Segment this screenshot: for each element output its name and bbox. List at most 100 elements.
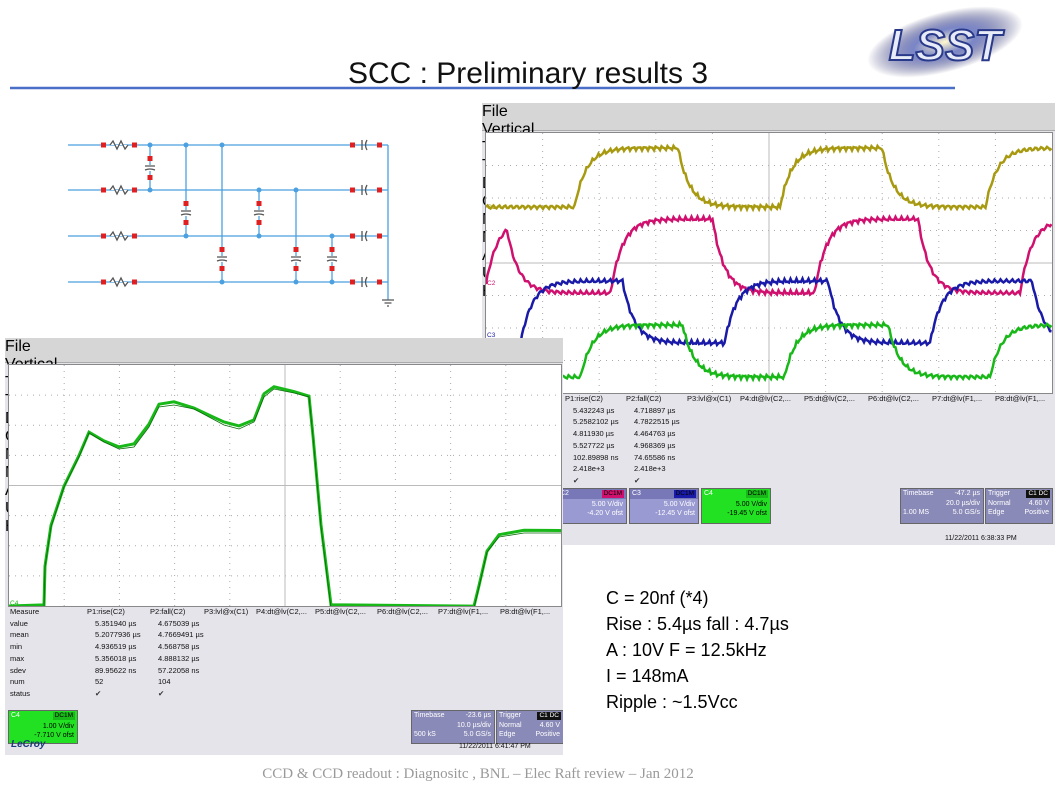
brand-logo: LeCroy [11,739,46,750]
junction [147,142,153,148]
measure-label: num [10,677,25,687]
cap-gap [216,256,228,262]
channel-box[interactable]: C2 DC1M 5.00 V/div -4.20 V ofst [557,488,627,524]
measure-header: P8:dt@lv(F1,... [500,607,551,616]
timebase-box[interactable]: Timebase -23.6 µs 10.0 µs/div 500 kS 5.0 GS/… [411,710,495,744]
waveform-plot: C4 [8,365,562,609]
trace-label: C4 [10,600,19,606]
channel-name: C4 [11,712,20,719]
trigger-label: Trigger [988,490,1010,497]
pad [350,233,355,239]
timebase-box[interactable]: Timebase -47.2 µs 20.0 µs/div 1.00 MS 5.0 GS… [900,488,984,524]
note-line: I = 148mA [606,666,689,686]
channel-coupling: DC1M [601,490,624,498]
trigger-box[interactable]: Trigger C1 DC Normal 4.60 V Edge Positive [985,488,1053,524]
junction [256,187,262,193]
cap-gap [253,210,265,216]
measure-header: P7:dt@lv(F1,... [438,607,489,616]
junction [183,142,189,148]
measure-header: P4:dt@lv(C2,... [256,607,307,616]
channel-name: C3 [632,490,641,497]
timebase-rate: 5.0 GS/s [463,731,491,738]
trigger-source: C1 DC [1026,490,1050,498]
junction [256,233,262,239]
measure-value: 5.356018 µs [95,653,137,663]
junction [293,279,299,285]
pad [219,266,225,271]
resistor [109,184,129,196]
pad [293,247,299,252]
footer: CCD & CCD readout : Diagnositc , BNL – E… [262,766,693,782]
cap-gap [326,256,338,262]
capacitor [290,256,302,262]
measure-value: 4.718897 µs [634,405,676,415]
channel-scale: 5.00 V/div [663,501,695,508]
pad [183,220,189,225]
trigger-source: C1 DC [537,712,561,720]
measure-header: Measure [10,607,40,616]
pad [329,247,335,252]
trace [485,275,1052,348]
pad [256,220,262,225]
slide-title: SCC : Preliminary results 3 [348,57,708,90]
logo-galaxy [867,6,1023,78]
measure-value: 4.675039 µs [158,618,200,628]
channel-box[interactable]: C4 DC1M 1.00 V/div -7.710 V ofst [8,710,78,744]
channel-header: C3 DC1M [630,489,698,499]
trigger-box[interactable]: Trigger C1 DC Normal 4.60 V Edge Positive [496,710,563,744]
menu-item[interactable]: File [5,338,31,355]
menu-bar: FileVerticalTimebaseTriggerDisplayCursor… [5,338,563,535]
pad [101,233,106,239]
trace [485,319,1053,383]
pad [132,187,137,193]
channel-header: C4 DC1M [702,489,770,499]
trigger-slope: Positive [1024,509,1049,516]
measure-value: ✔ [634,475,641,485]
note-line: C = 20nf (*4) [606,588,709,608]
trace-label: C1 [487,204,496,211]
measure-header: P4:dt@lv(C2,... [740,394,791,403]
measure-value: 4.936519 µs [95,642,137,652]
pad [377,233,382,239]
measure-value: 4.811930 µs [573,429,614,439]
pad [350,142,355,148]
menu-item[interactable]: File [482,103,508,120]
channel-name: C4 [704,490,713,497]
capacitor [180,210,192,216]
scope-screen: FileVerticalTimebaseTriggerDisplayCursor… [482,103,1055,545]
channel-box[interactable]: C4 DC1M 5.00 V/div -19.45 V ofst [701,488,771,524]
resistor [109,139,129,151]
timebase-samples: 1.00 MS [903,509,930,516]
timebase-label: Timebase [414,712,445,719]
pad [183,201,189,206]
scope-screen: FileVerticalTimebaseTriggerDisplayCursor… [5,338,563,755]
measure-value: ✔ [573,475,580,485]
timebase-label: Timebase [903,490,934,497]
trigger-mode: Normal [988,500,1011,507]
measure-value: 5.351940 µs [95,618,137,628]
measure-label: min [10,642,23,652]
channel-offset: -4.20 V ofst [587,510,623,517]
resistor [109,276,129,288]
channel-box[interactable]: C3 DC1M 5.00 V/div -12.45 V ofst [629,488,699,524]
measure-value: 5.2582102 µs [573,417,619,427]
junction [219,279,225,285]
cap-gap [144,165,156,171]
measure-header: P5:dt@lv(C2,... [804,394,855,403]
measure-label: value [10,618,28,628]
timestamp: 11/22/2011 6:41:47 PM [459,743,531,750]
measure-label: sdev [10,665,26,675]
capacitor [144,165,156,171]
trigger-mode: Normal [499,722,522,729]
waveform-display: C4 [8,364,562,609]
pad [329,266,335,271]
trigger-level: 4.60 V [1028,500,1049,507]
measure-header: P3:lvl@x(C1) [204,607,249,616]
measure-value: 89.95622 ns [95,665,137,675]
junction [219,142,225,148]
capacitor [326,256,338,262]
measure-value: 104 [158,677,171,687]
measure-value: 4.7669491 µs [158,630,204,640]
measure-value: 102.89898 ns [573,452,619,462]
